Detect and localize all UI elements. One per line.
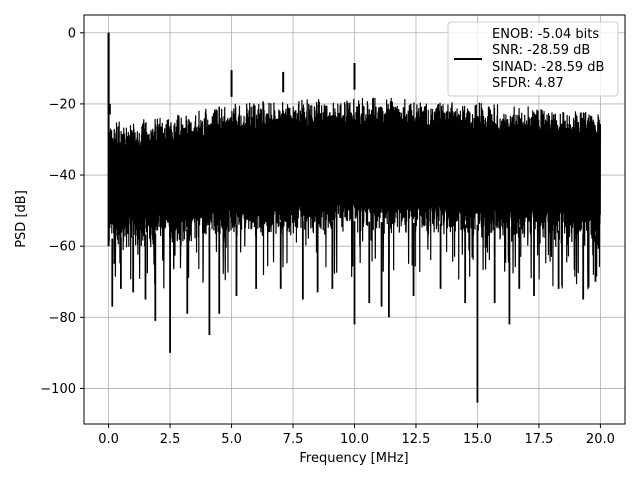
y-tick-label: 0 [68, 26, 76, 41]
y-tick-label: −80 [49, 311, 76, 326]
y-tick-label: −60 [49, 240, 76, 255]
legend-entry-sfdr: SFDR: 4.87 [492, 76, 564, 91]
x-tick-label: 15.0 [463, 432, 492, 447]
legend-entry-snr: SNR: -28.59 dB [492, 43, 590, 58]
legend: ENOB: -5.04 bits SNR: -28.59 dB SINAD: -… [447, 21, 619, 97]
y-tick-label: −100 [40, 382, 76, 397]
x-tick-label: 0.0 [98, 432, 119, 447]
legend-box [447, 21, 619, 97]
x-tick-label: 7.5 [283, 432, 304, 447]
x-axis-ticks: 0.0 2.5 5.0 7.5 10.0 12.5 15.0 17.5 20.0 [98, 424, 615, 447]
psd-trace [107, 32, 602, 403]
x-axis-label: Frequency [MHz] [299, 451, 408, 466]
x-tick-label: 10.0 [340, 432, 369, 447]
x-tick-label: 2.5 [160, 432, 181, 447]
y-axis-ticks: 0 −20 −40 −60 −80 −100 [40, 26, 84, 397]
x-tick-label: 12.5 [402, 432, 431, 447]
y-axis-label: PSD [dB] [14, 190, 29, 248]
x-tick-label: 5.0 [221, 432, 242, 447]
x-tick-label: 17.5 [524, 432, 553, 447]
legend-entry-sinad: SINAD: -28.59 dB [492, 60, 604, 75]
legend-entry-enob: ENOB: -5.04 bits [492, 27, 599, 42]
y-tick-label: −40 [49, 169, 76, 184]
psd-noise-band [107, 97, 602, 290]
x-tick-label: 20.0 [586, 432, 615, 447]
y-tick-label: −20 [49, 97, 76, 112]
